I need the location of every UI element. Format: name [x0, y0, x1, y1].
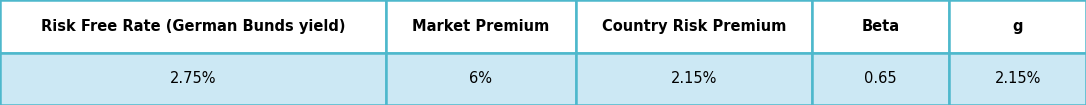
Bar	[576, 52, 812, 105]
Bar	[812, 0, 949, 52]
Bar	[812, 52, 949, 105]
Bar	[949, 0, 1086, 52]
Bar	[0, 0, 386, 52]
Bar	[386, 52, 576, 105]
Bar	[949, 52, 1086, 105]
Text: Beta: Beta	[861, 19, 900, 34]
Bar	[0, 52, 386, 105]
Text: 2.75%: 2.75%	[169, 71, 216, 86]
Text: Country Risk Premium: Country Risk Premium	[602, 19, 786, 34]
Bar	[386, 0, 576, 52]
Text: Risk Free Rate (German Bunds yield): Risk Free Rate (German Bunds yield)	[40, 19, 345, 34]
Text: 6%: 6%	[469, 71, 492, 86]
Text: g: g	[1012, 19, 1023, 34]
Text: Market Premium: Market Premium	[412, 19, 550, 34]
Text: 2.15%: 2.15%	[671, 71, 717, 86]
Bar	[576, 0, 812, 52]
Text: 2.15%: 2.15%	[995, 71, 1040, 86]
Text: 0.65: 0.65	[864, 71, 897, 86]
